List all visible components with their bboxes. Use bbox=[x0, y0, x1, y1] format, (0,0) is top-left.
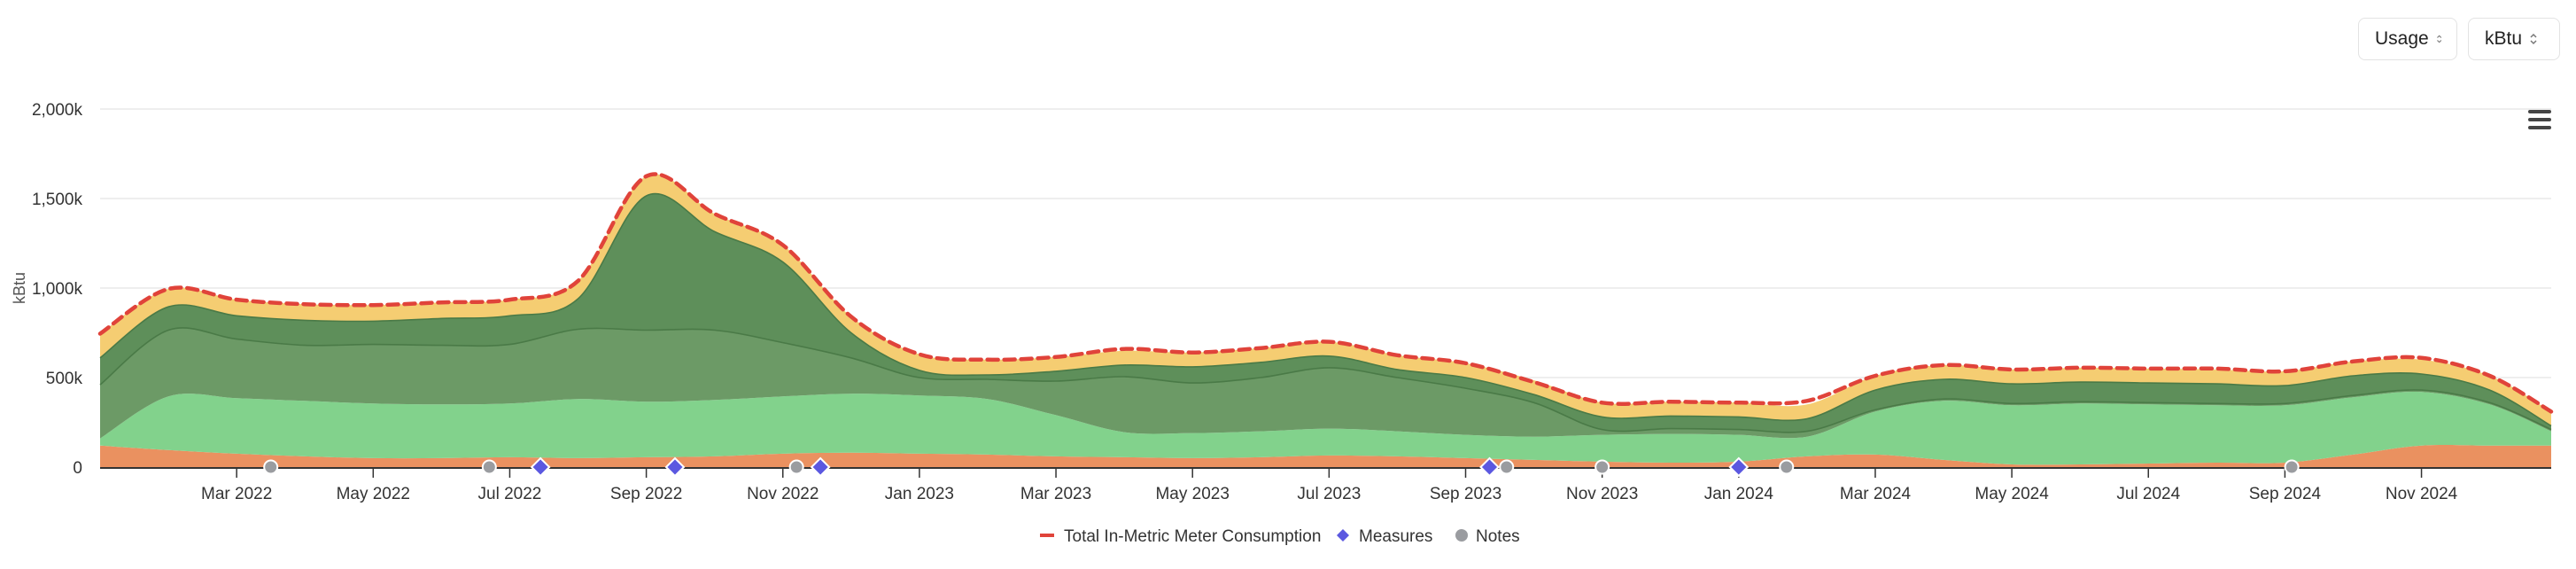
total-line-group bbox=[97, 172, 2554, 414]
metric-select[interactable]: Usage bbox=[2358, 18, 2457, 60]
measure-marker[interactable] bbox=[1728, 456, 1750, 478]
x-tick-label: Sep 2022 bbox=[610, 485, 682, 503]
x-tick-label: Sep 2024 bbox=[2249, 485, 2322, 503]
note-marker[interactable] bbox=[788, 459, 804, 475]
x-tick-label: Nov 2022 bbox=[747, 485, 819, 503]
legend-total-label: Total In-Metric Meter Consumption bbox=[1064, 527, 1321, 546]
note-marker[interactable] bbox=[1594, 459, 1610, 475]
x-tick-label: May 2023 bbox=[1155, 485, 1229, 503]
metric-select-value: Usage bbox=[2375, 28, 2429, 49]
legend: Total In-Metric Meter Consumption Measur… bbox=[1040, 527, 1520, 546]
y-tick-label: 1,000k bbox=[32, 280, 83, 299]
x-tick-label: May 2024 bbox=[1975, 485, 2049, 503]
area-boundaries bbox=[99, 192, 2552, 433]
x-tick-label: Jul 2024 bbox=[2116, 485, 2180, 503]
note-marker[interactable] bbox=[481, 459, 497, 475]
y-tick-label: 0 bbox=[73, 459, 82, 478]
x-tick-label: May 2022 bbox=[337, 485, 410, 503]
x-tick-label: Sep 2023 bbox=[1430, 485, 1501, 503]
legend-item-total[interactable]: Total In-Metric Meter Consumption bbox=[1040, 527, 1321, 546]
total-consumption-line[interactable] bbox=[97, 172, 2554, 414]
area-series-2[interactable] bbox=[100, 391, 2551, 465]
chart-menu-icon[interactable] bbox=[2528, 110, 2551, 129]
y-tick-label: 1,500k bbox=[32, 191, 83, 209]
area-series-1[interactable] bbox=[100, 445, 2551, 467]
x-tick-label: Nov 2024 bbox=[2386, 485, 2458, 503]
area-boundary-line bbox=[99, 192, 2552, 427]
stacked-areas bbox=[100, 174, 2551, 467]
legend-measures-label: Measures bbox=[1359, 527, 1432, 546]
measure-marker[interactable] bbox=[810, 456, 831, 478]
event-markers bbox=[263, 456, 2300, 478]
legend-item-notes[interactable]: Notes bbox=[1455, 527, 1520, 546]
measure-marker[interactable] bbox=[664, 456, 686, 478]
x-tick-label: Jan 2023 bbox=[885, 485, 954, 503]
note-marker[interactable] bbox=[1779, 459, 1795, 475]
y-tick-label: 2,000k bbox=[32, 101, 83, 120]
x-tick-label: Jan 2024 bbox=[1704, 485, 1774, 503]
x-tick-label: Nov 2023 bbox=[1566, 485, 1638, 503]
chart-toolbar: Usage kBtu bbox=[2358, 18, 2560, 60]
y-axis: 0 500k 1,000k 1,500k 2,000k bbox=[32, 101, 83, 478]
x-tick-label: Mar 2022 bbox=[201, 485, 272, 503]
chevron-updown-icon bbox=[2530, 33, 2537, 45]
x-axis: Mar 2022 May 2022 Jul 2022 Sep 2022 Nov 2022… bbox=[100, 467, 2551, 503]
unit-select[interactable]: kBtu bbox=[2468, 18, 2560, 60]
y-tick-label: 500k bbox=[46, 370, 83, 388]
note-marker[interactable] bbox=[2284, 459, 2300, 475]
measure-marker[interactable] bbox=[1479, 456, 1500, 478]
x-tick-label: Jul 2023 bbox=[1297, 485, 1361, 503]
unit-select-value: kBtu bbox=[2485, 28, 2523, 49]
x-tick-label: Mar 2024 bbox=[1840, 485, 1912, 503]
y-axis-label: kBtu bbox=[11, 272, 28, 304]
legend-notes-label: Notes bbox=[1476, 527, 1520, 546]
chevron-updown-icon bbox=[2436, 35, 2441, 43]
area-series-3[interactable] bbox=[100, 327, 2551, 439]
note-marker[interactable] bbox=[1499, 459, 1515, 475]
x-tick-label: Jul 2022 bbox=[478, 485, 542, 503]
area-boundary-line bbox=[99, 327, 2552, 433]
measure-marker[interactable] bbox=[530, 456, 551, 478]
x-tick-label: Mar 2023 bbox=[1020, 485, 1091, 503]
legend-item-measures[interactable]: Measures bbox=[1337, 527, 1432, 546]
note-marker[interactable] bbox=[263, 459, 279, 475]
area-series-4[interactable] bbox=[100, 193, 2551, 433]
